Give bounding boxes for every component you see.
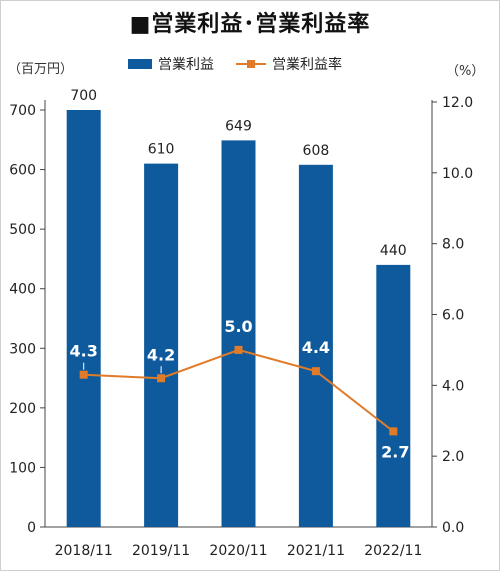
margin-marker	[234, 345, 243, 354]
x-tick-label: 2020/11	[209, 543, 267, 559]
margin-value-label: 4.3	[70, 342, 98, 361]
margin-value-label: 2.7	[381, 442, 409, 461]
right-tick-label: 8.0	[442, 237, 464, 253]
bar-operating-profit	[66, 110, 101, 527]
bar-operating-profit	[376, 264, 411, 527]
margin-marker	[157, 374, 166, 383]
legend: 営業利益 営業利益率	[128, 54, 342, 74]
left-tick-label: 700	[9, 103, 36, 119]
margin-marker	[79, 370, 88, 379]
legend-line-swatch	[236, 59, 266, 69]
x-tick-label: 2019/11	[132, 543, 190, 559]
legend-label-margin: 営業利益率	[272, 57, 342, 73]
x-tick-label: 2018/11	[55, 543, 113, 559]
left-tick-label: 200	[9, 401, 36, 417]
margin-marker	[389, 427, 398, 436]
chart-title: ■営業利益･営業利益率	[129, 12, 371, 37]
bar-value-label: 649	[225, 118, 252, 134]
right-tick-label: 12.0	[442, 95, 473, 111]
margin-value-label: 4.4	[302, 338, 330, 357]
left-tick-label: 300	[9, 341, 36, 357]
left-tick-label: 0	[27, 520, 36, 536]
left-tick-label: 600	[9, 163, 36, 179]
bar-value-label: 610	[148, 142, 175, 158]
right-tick-label: 0.0	[442, 520, 464, 536]
bar-operating-profit	[144, 163, 179, 527]
right-tick-label: 10.0	[442, 166, 473, 182]
left-tick-label: 500	[9, 222, 36, 238]
legend-bar-swatch	[128, 59, 152, 69]
left-tick-label: 100	[9, 460, 36, 476]
right-tick-label: 6.0	[442, 308, 464, 324]
left-tick-label: 400	[9, 282, 36, 298]
bar-operating-profit	[298, 164, 333, 527]
x-tick-label: 2021/11	[287, 543, 345, 559]
bar-operating-profit	[221, 140, 256, 528]
margin-marker	[311, 367, 320, 376]
margin-value-label: 5.0	[224, 317, 252, 336]
right-axis-unit: （%）	[446, 64, 485, 79]
bar-value-label: 440	[380, 243, 407, 259]
x-tick-label: 2022/11	[364, 543, 422, 559]
bar-value-label: 608	[303, 143, 330, 159]
margin-value-label: 4.2	[147, 345, 175, 364]
legend-label-profit: 営業利益	[158, 57, 214, 73]
right-tick-label: 4.0	[442, 378, 464, 394]
left-axis-unit: （百万円）	[8, 62, 74, 77]
bar-value-label: 700	[70, 88, 97, 104]
right-tick-label: 2.0	[442, 449, 464, 465]
